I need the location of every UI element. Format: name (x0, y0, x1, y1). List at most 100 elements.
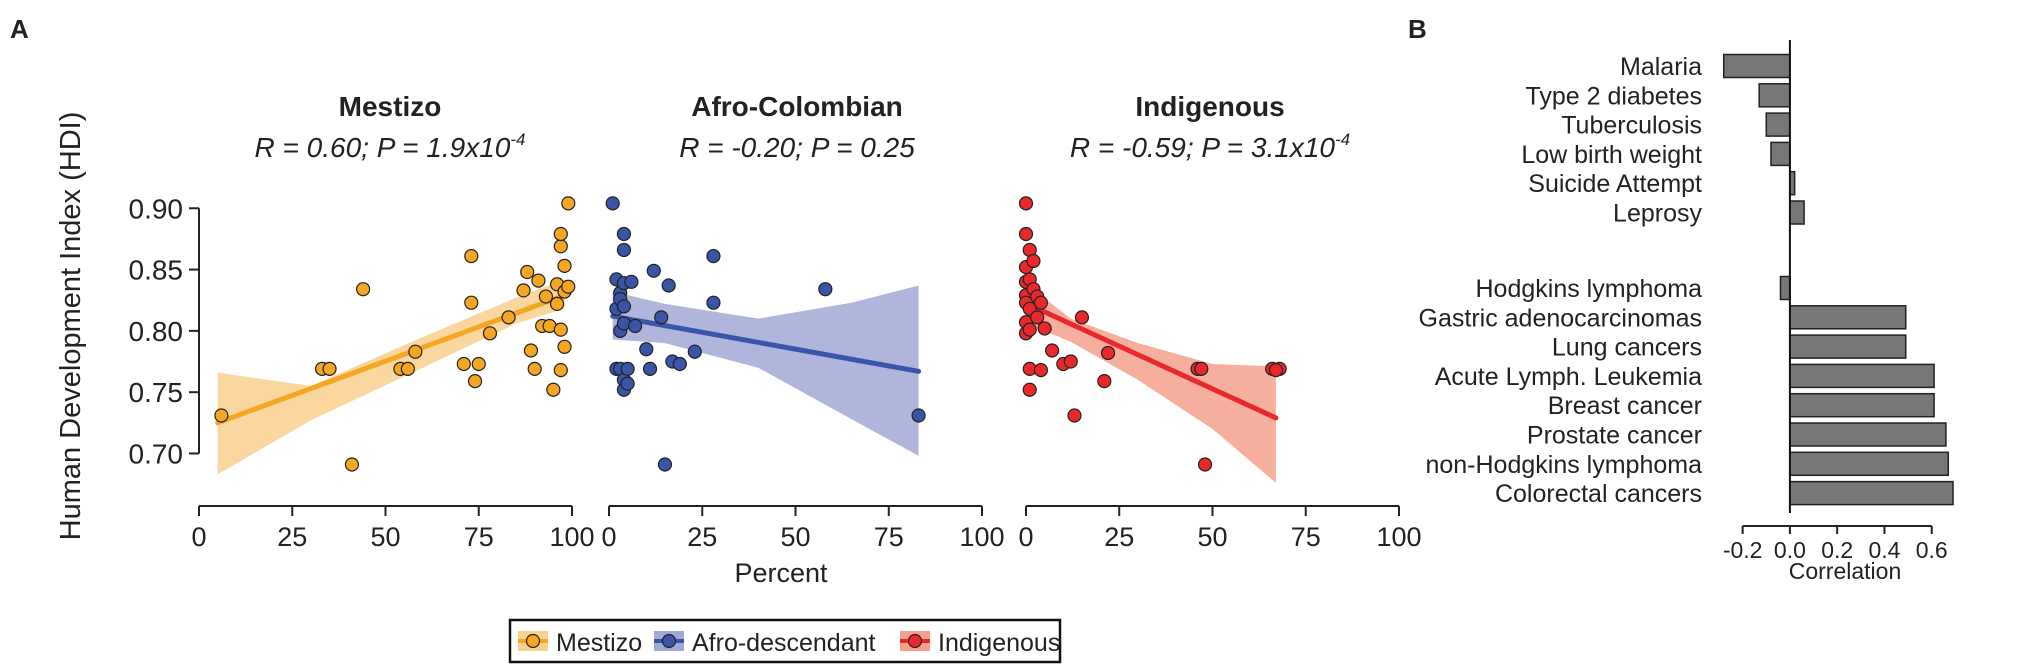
data-point-indigenous (1033, 295, 1049, 310)
panel-b-x-tick-label: 0.4 (1868, 537, 1900, 563)
bar (1722, 53, 1791, 79)
data-point-afro (639, 342, 654, 357)
bar-category-label: Hodgkins lymphoma (1476, 275, 1703, 303)
x-tick-label: 25 (1104, 522, 1134, 552)
data-point-indigenous (1100, 345, 1116, 361)
panel-b-x-axis-label: Correlation (1789, 558, 1902, 584)
data-point-mestizo (482, 326, 498, 341)
data-point-indigenous (1197, 457, 1213, 472)
data-point-indigenous (1026, 253, 1041, 269)
subplot-stat-indigenous: R = -0.59; P = 3.1x10-4 (1070, 130, 1350, 163)
data-point-indigenous (1018, 226, 1034, 242)
x-tick-label: 75 (464, 522, 494, 552)
y-axis-label: Human Development Index (HDI) (55, 112, 87, 541)
y-tick-label: 0.90 (129, 193, 184, 224)
x-tick-label: 100 (1376, 522, 1421, 552)
bar-category-label: Acute Lymph. Leukemia (1435, 363, 1702, 391)
data-point-mestizo (549, 296, 565, 311)
data-point-mestizo (408, 344, 423, 359)
data-point-mestizo (464, 295, 479, 310)
x-tick-label: 75 (1291, 522, 1321, 552)
subplot-stat-mestizo: R = 0.60; P = 1.9x10-4 (255, 130, 526, 163)
data-point-afro (616, 226, 632, 242)
data-point-indigenous (1033, 363, 1049, 378)
data-point-mestizo (356, 282, 371, 297)
bar (1789, 363, 1935, 389)
data-point-indigenous (1037, 321, 1052, 336)
data-point-afro (818, 282, 833, 297)
y-tick-label: 0.75 (129, 377, 184, 408)
x-axis-indigenous: 0 25 50 75 100 (1018, 505, 1422, 552)
data-point-afro (661, 278, 676, 293)
subplot-title-afro: Afro-Colombian (691, 91, 903, 122)
data-point-afro (616, 242, 632, 258)
legend-item-mestizo: Mestizo (518, 629, 642, 657)
data-point-afro (646, 263, 661, 278)
subplot-stat-afro: R = -0.20; P = 0.25 (679, 132, 915, 163)
y-tick-label: 0.85 (129, 255, 184, 286)
data-point-afro (706, 248, 721, 264)
data-point-mestizo (553, 322, 568, 337)
x-tick-label: 0 (1018, 522, 1033, 552)
data-point-afro (620, 376, 635, 391)
bar-category-label: non-Hodgkins lymphoma (1425, 451, 1702, 479)
data-point-mestizo (344, 457, 360, 472)
bar (1765, 112, 1791, 137)
data-point-afro (706, 295, 721, 310)
y-tick-label: 0.70 (129, 438, 184, 469)
panel-b-x-tick-label: -0.2 (1723, 537, 1763, 563)
confidence-band-mestizo (217, 279, 565, 475)
bar-category-label: Low birth weight (1521, 141, 1702, 169)
data-point-indigenous (1022, 322, 1037, 337)
data-point-mestizo (400, 361, 415, 376)
y-axis: 0.90 0.85 0.80 0.75 0.70 (129, 193, 200, 469)
legend-label-mestizo: Mestizo (556, 629, 642, 657)
data-point-mestizo (456, 356, 471, 372)
bar (1789, 392, 1935, 418)
bar (1779, 275, 1791, 301)
legend: Mestizo Afro-descendant Indigenous (508, 618, 1062, 664)
bar-category-label: Colorectal cancers (1495, 480, 1702, 508)
bar (1789, 334, 1907, 359)
panel-label-a: A (10, 14, 29, 44)
panel-b-x-tick-label: 0.0 (1774, 537, 1806, 563)
bar-category-label: Type 2 diabetes (1525, 82, 1702, 110)
data-point-mestizo (553, 363, 568, 378)
bar (1789, 422, 1947, 447)
subplot-indigenous: 0 25 50 75 100 (1018, 196, 1422, 552)
data-point-afro (642, 361, 658, 376)
bar-category-label: Lung cancers (1552, 334, 1702, 362)
x-tick-label: 50 (780, 522, 810, 552)
data-point-afro (687, 344, 702, 359)
data-point-indigenous (1194, 361, 1209, 376)
data-point-indigenous (1067, 408, 1082, 423)
x-tick-label: 75 (874, 522, 904, 552)
data-point-afro (672, 356, 687, 372)
data-point-mestizo (557, 258, 572, 273)
bar-category-label: Gastric adenocarcinomas (1419, 304, 1702, 332)
x-axis-mestizo: 0 25 50 75 100 (191, 505, 595, 552)
panel-b-x-tick-label: 0.2 (1821, 537, 1853, 563)
data-point-mestizo (538, 289, 553, 304)
data-point-mestizo (467, 374, 483, 389)
data-point-mestizo (546, 382, 561, 397)
data-point-indigenous (1022, 382, 1037, 397)
subplot-mestizo: 0 25 50 75 100 (191, 196, 595, 552)
data-point-afro (654, 310, 669, 325)
bar (1789, 451, 1950, 477)
subplot-title-mestizo: Mestizo (339, 91, 442, 122)
confidence-band-indigenous (1029, 286, 1276, 483)
data-point-mestizo (214, 408, 229, 423)
data-point-mestizo (561, 196, 576, 211)
data-point-indigenous (1018, 196, 1034, 211)
data-point-mestizo (553, 239, 568, 254)
data-point-afro (624, 274, 639, 289)
data-point-mestizo (516, 283, 531, 298)
x-tick-label: 25 (277, 522, 307, 552)
data-point-mestizo (501, 310, 516, 325)
data-point-mestizo (557, 339, 572, 354)
x-tick-label: 0 (191, 522, 206, 552)
x-tick-label: 25 (687, 522, 717, 552)
